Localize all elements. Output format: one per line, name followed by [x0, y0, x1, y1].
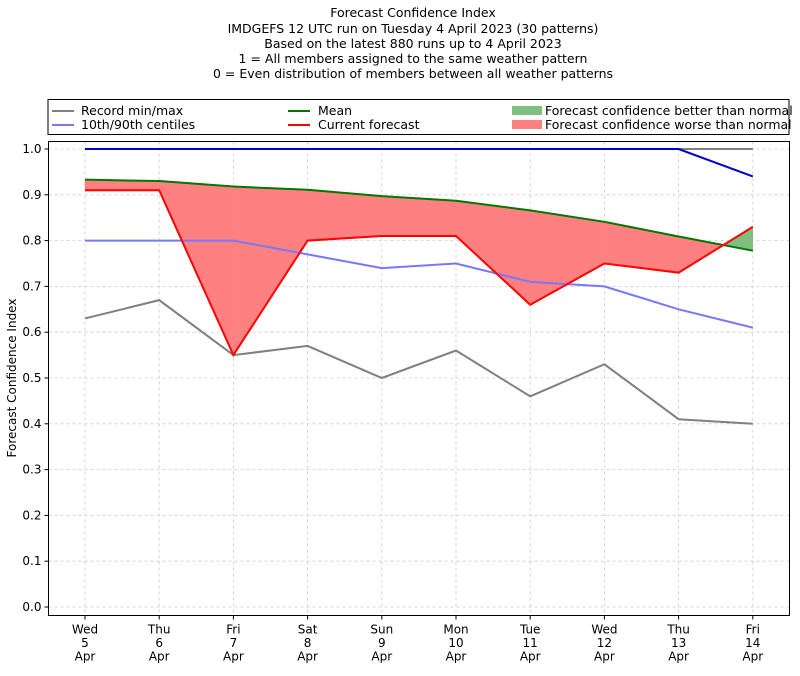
y-tick-label: 0.8 — [22, 234, 41, 248]
x-tick-label: Mon 10 Apr — [443, 623, 468, 664]
x-tick-label: Sat 8 Apr — [297, 623, 318, 664]
series-line-current — [85, 189, 754, 358]
chart-title: Forecast Confidence Index IMDGEFS 12 UTC… — [213, 5, 613, 81]
legend-swatch-worse — [512, 120, 542, 129]
x-tick-label-line: 14 — [745, 636, 760, 650]
x-tick-label-line: 13 — [671, 636, 686, 650]
series-lines — [84, 148, 754, 425]
x-tick-label-line: 7 — [230, 636, 238, 650]
x-tick-label-line: Sun — [370, 623, 393, 637]
plot-area: 0.00.10.20.30.40.50.60.70.80.91.0 Wed 5 Ap… — [5, 141, 790, 664]
x-tick-label-line: Mon — [443, 623, 468, 637]
title-line-1: Forecast Confidence Index — [330, 5, 496, 20]
x-tick-label: Fri 14 Apr — [742, 623, 763, 664]
x-tick-label-line: Apr — [75, 650, 96, 664]
series-line-p90 — [85, 148, 754, 178]
legend: Record min/max 10th/90th centiles Mean C… — [47, 99, 793, 135]
series-line-mean — [84, 178, 753, 252]
fill-worse-than-normal — [307, 189, 383, 241]
y-tick-label: 0.9 — [22, 188, 41, 202]
x-tick-label-line: 5 — [81, 636, 89, 650]
title-line-5: 0 = Even distribution of members between… — [213, 66, 613, 81]
x-tick-label-line: Apr — [742, 650, 763, 664]
x-tick-label-line: Sat — [298, 623, 318, 637]
y-tick-label: 0.3 — [22, 463, 41, 477]
x-tick-label-line: Apr — [668, 650, 689, 664]
x-tick-label-line: Fri — [746, 623, 760, 637]
y-tick-label: 0.6 — [22, 325, 41, 339]
x-tick-label: Wed 12 Apr — [591, 623, 617, 664]
title-line-3: Based on the latest 880 runs up to 4 Apr… — [264, 36, 561, 51]
y-tick-label: 1.0 — [22, 142, 41, 156]
x-tick-label-line: 9 — [378, 636, 386, 650]
x-tick-label-line: Wed — [591, 623, 617, 637]
x-tick-label-line: Wed — [72, 623, 98, 637]
legend-label-record: Record min/max — [81, 103, 183, 118]
x-tick-label-line: Apr — [223, 650, 244, 664]
y-tick-label: 0.0 — [22, 600, 41, 614]
y-axis: 0.0 0.1 0.2 0.3 0.4 0.5 0.6 0.7 0.8 0.9 1.0 — [22, 142, 49, 614]
y-tick-label: 0.1 — [22, 554, 41, 568]
y-tick-label: 0.5 — [22, 371, 41, 385]
x-tick-label: Thu 13 Apr — [666, 623, 690, 664]
legend-label-mean: Mean — [318, 103, 352, 118]
series-line-p10 — [85, 239, 754, 329]
x-tick-label-line: 6 — [155, 636, 163, 650]
fill-worse-than-normal — [381, 195, 457, 237]
x-tick-label-line: 10 — [448, 636, 463, 650]
x-tick-label: Wed 5 Apr — [72, 623, 98, 664]
x-tick-label-line: Apr — [446, 650, 467, 664]
x-tick-label-line: Fri — [226, 623, 240, 637]
x-tick-label-line: Apr — [297, 650, 318, 664]
x-tick-label-line: Apr — [371, 650, 392, 664]
legend-swatch-better — [512, 106, 542, 115]
y-tick-label: 0.2 — [22, 508, 41, 522]
legend-frame — [47, 99, 790, 135]
x-tick-label-line: Thu — [666, 623, 690, 637]
x-tick-label-line: Apr — [520, 650, 541, 664]
x-tick-label: Sun 9 Apr — [370, 623, 393, 664]
legend-label-centiles: 10th/90th centiles — [81, 117, 195, 132]
y-tick-label: 0.4 — [22, 417, 41, 431]
title-line-4: 1 = All members assigned to the same wea… — [239, 51, 588, 66]
series-line-record-min — [84, 299, 753, 425]
x-tick-label-line: Apr — [594, 650, 615, 664]
x-tick-label-line: 12 — [597, 636, 612, 650]
x-tick-label-line: 11 — [523, 636, 538, 650]
x-tick-label-line: Apr — [149, 650, 170, 664]
y-axis-label: Forecast Confidence Index — [5, 299, 19, 458]
legend-label-current: Current forecast — [318, 117, 420, 132]
legend-label-better: Forecast confidence better than normal — [545, 103, 793, 118]
title-line-2: IMDGEFS 12 UTC run on Tuesday 4 April 20… — [228, 21, 599, 36]
legend-label-worse: Forecast confidence worse than normal — [545, 117, 792, 132]
x-tick-label: Thu 6 Apr — [147, 623, 171, 664]
x-tick-label-line: Thu — [147, 623, 171, 637]
x-tick-label-line: 8 — [304, 636, 312, 650]
x-tick-label-line: Tue — [519, 623, 541, 637]
x-tick-label: Tue 11 Apr — [519, 623, 541, 664]
x-tick-label: Fri 7 Apr — [223, 623, 244, 664]
y-tick-label: 0.7 — [22, 279, 41, 293]
